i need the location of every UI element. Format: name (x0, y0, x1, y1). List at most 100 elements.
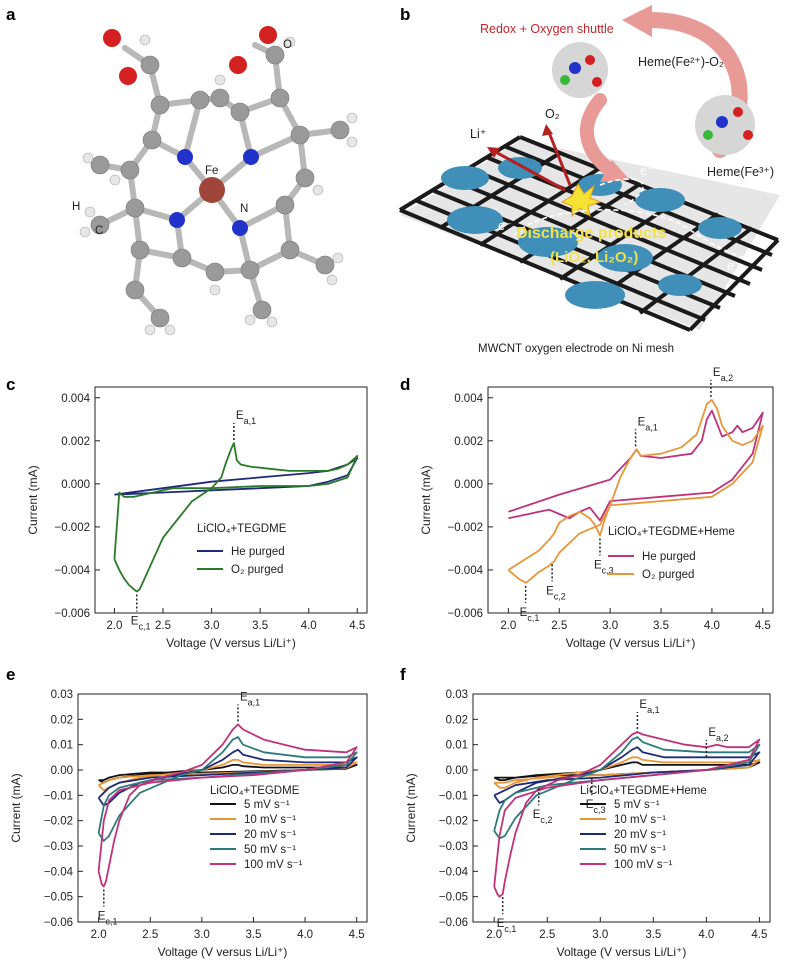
series-line-4 (493, 736, 761, 840)
legend-title: LiClO₄+TEGDME (210, 785, 300, 797)
x-tick-label: 3.0 (602, 620, 618, 632)
peak-annotation: Ea,1 (639, 699, 659, 715)
x-tick-label: 2.5 (142, 929, 158, 941)
iron-atom (199, 177, 225, 203)
atom-label-h: H (72, 201, 80, 213)
x-tick-label: 4.0 (698, 929, 714, 941)
oxygen-atoms (103, 26, 277, 85)
peak-annotation: Ea,1 (236, 410, 256, 426)
x-tick-label: 3.0 (194, 929, 210, 941)
x-tick-label: 3.5 (645, 929, 661, 941)
electron-label-3: e⁻ (727, 259, 741, 273)
atom-label-fe: Fe (205, 165, 218, 177)
y-tick-label: −0.006 (55, 608, 91, 620)
y-axis-label: Current (mA) (9, 773, 23, 842)
peak-annotation: Ec,1 (497, 918, 517, 934)
y-tick-label: −0.002 (55, 522, 91, 534)
x-axis-label: Voltage (V versus Li/Li⁺) (566, 636, 696, 650)
panel-label-a: a (6, 5, 16, 24)
x-tick-label: 2.5 (539, 929, 555, 941)
legend-title: LiClO₄+TEGDME (197, 523, 287, 535)
legend-entry: 50 mV s⁻¹ (244, 844, 296, 856)
y-tick-label: 0.00 (51, 765, 73, 777)
peak-annotation: Ec,1 (98, 911, 118, 927)
chart-panel-c: 2.0 2.5 3.0 3.5 4.0 4.5 −0.006 −0.004 −0.002 0.00… (26, 386, 368, 650)
x-tick-label: 3.0 (592, 929, 608, 941)
peak-annotation: Ea,1 (638, 416, 658, 432)
panel-b: b (398, 5, 780, 355)
y-tick-label: −0.004 (55, 565, 91, 577)
peak-annotation: Ea,1 (240, 691, 260, 707)
x-tick-label: 3.5 (653, 620, 669, 632)
legend-entry: 5 mV s⁻¹ (244, 799, 290, 811)
y-tick-label: 0.000 (61, 479, 90, 491)
series-line-5 (493, 731, 761, 898)
peak-annotation: Ec,2 (533, 809, 553, 825)
series-line-1 (508, 409, 764, 522)
y-tick-label: −0.03 (439, 841, 468, 853)
panel-a: a (6, 5, 358, 336)
y-axis-label: Current (mA) (404, 773, 418, 842)
legend-entry: 10 mV s⁻¹ (244, 814, 296, 826)
x-tick-label: 2.0 (500, 620, 516, 632)
y-tick-label: −0.04 (439, 866, 469, 878)
panel-label-d: d (400, 375, 410, 394)
series-line-3 (493, 746, 761, 804)
y-tick-label: −0.01 (44, 790, 73, 802)
x-tick-label: 4.0 (297, 929, 313, 941)
y-tick-label: −0.002 (448, 522, 484, 534)
panel-label-b: b (400, 5, 410, 24)
y-tick-label: 0.00 (446, 765, 468, 777)
hydrogen-atoms (79, 34, 358, 336)
peak-annotation: Ec,2 (546, 585, 566, 601)
series-line-2 (507, 399, 764, 584)
x-tick-label: 4.0 (301, 620, 317, 632)
y-tick-label: −0.02 (44, 816, 73, 828)
chart-panel-f: 2.0 2.5 3.0 3.5 4.0 4.5 −0.06 −0.05 −0.04 −0.03 −0… (404, 689, 771, 959)
y-tick-label: −0.01 (439, 790, 468, 802)
panel-label-c: c (6, 375, 15, 394)
legend-entry: O₂ purged (642, 569, 694, 581)
discharge-products-label: Discharge products (516, 225, 666, 242)
y-tick-label: 0.03 (51, 689, 73, 701)
y-tick-label: −0.06 (44, 917, 73, 929)
y-tick-label: 0.01 (51, 740, 73, 752)
electron-path (514, 178, 746, 259)
heme-fe2-o2-label: Heme(Fe²⁺)-O₂ (638, 55, 724, 69)
electron-label-1: e⁻ (640, 164, 654, 178)
legend-entry: 5 mV s⁻¹ (614, 799, 660, 811)
o2-label: O₂ (545, 107, 560, 121)
series-line-1 (493, 761, 761, 781)
y-tick-label: −0.05 (44, 892, 73, 904)
y-tick-label: −0.03 (44, 841, 73, 853)
legend-title: LiClO₄+TEGDME+Heme (608, 526, 735, 538)
y-tick-label: −0.04 (44, 866, 74, 878)
discharge-products-formula: (LiO₂, Li₂O₂) (550, 249, 638, 266)
legend-entry: 50 mV s⁻¹ (614, 844, 666, 856)
carbon-atoms (90, 45, 350, 328)
plot-frame (472, 693, 771, 923)
y-tick-label: −0.06 (439, 917, 468, 929)
ion-arrows (487, 124, 572, 192)
x-tick-label: 3.5 (252, 620, 268, 632)
x-tick-label: 4.5 (349, 620, 365, 632)
mesh-caption: MWCNT oxygen electrode on Ni mesh (478, 343, 674, 355)
x-tick-label: 4.0 (704, 620, 720, 632)
series-line-2 (97, 759, 358, 792)
y-axis-label: Current (mA) (26, 465, 40, 534)
x-tick-label: 2.0 (106, 620, 122, 632)
y-tick-label: 0.004 (454, 393, 483, 405)
plot-frame (487, 386, 774, 614)
y-tick-label: 0.004 (61, 393, 90, 405)
peak-annotation: Ec,1 (131, 615, 151, 631)
x-axis-label: Voltage (V versus Li/Li⁺) (557, 945, 687, 959)
series-line-5 (97, 723, 358, 888)
legend-entry: He purged (231, 546, 285, 558)
legend-entry: 100 mV s⁻¹ (614, 859, 673, 871)
legend-title: LiClO₄+TEGDME+Heme (580, 785, 707, 797)
x-tick-label: 4.5 (349, 929, 365, 941)
atom-label-o: O (283, 39, 292, 51)
series-line-4 (97, 736, 358, 842)
legend-entry: He purged (642, 551, 696, 563)
legend-entry: 20 mV s⁻¹ (244, 829, 296, 841)
